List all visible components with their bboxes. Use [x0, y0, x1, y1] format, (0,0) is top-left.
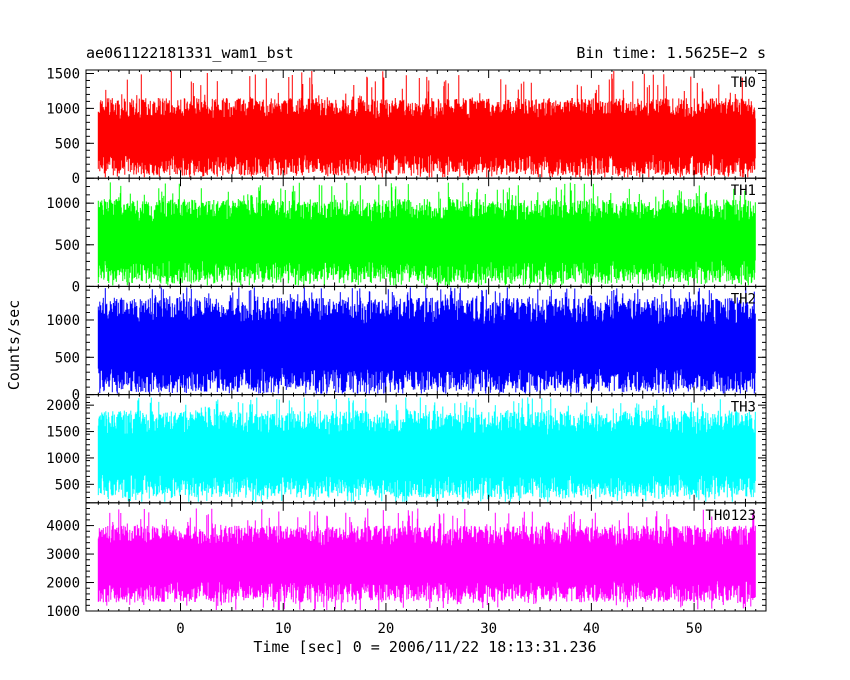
x-tick-label: 0: [176, 621, 184, 637]
y-tick-label: 500: [55, 350, 80, 366]
series-trace-th1: [97, 182, 756, 286]
x-tick-label: 10: [275, 621, 292, 637]
y-tick-label: 4000: [46, 519, 80, 535]
y-tick-label: 1000: [46, 604, 80, 620]
y-tick-label: 1500: [46, 425, 80, 441]
y-tick-label: 0: [72, 171, 80, 187]
series-trace-th0: [97, 71, 756, 178]
y-tick-label: 1000: [46, 196, 80, 212]
x-tick-label: 50: [686, 621, 703, 637]
series-trace-th3: [97, 397, 756, 502]
y-axis-label: Counts/sec: [5, 299, 23, 391]
series-trace-th2: [97, 287, 756, 394]
y-tick-label: 500: [55, 238, 80, 254]
y-tick-label: 1000: [46, 451, 80, 467]
panel-frame-th0123: [85, 502, 767, 612]
x-axis-label: Time [sec] 0 = 2006/11/22 18:13:31.236: [253, 638, 597, 656]
series-label-th2: TH2: [731, 291, 756, 307]
x-tick-label: 20: [378, 621, 395, 637]
y-tick-label: 1000: [46, 313, 80, 329]
chart-title: ae061122181331_wam1_bst: [86, 44, 294, 62]
y-tick-label: 1000: [46, 101, 80, 117]
y-tick-label: 3000: [46, 547, 80, 563]
y-tick-label: 500: [55, 136, 80, 152]
series-trace-th0123: [97, 508, 756, 610]
y-tick-label: 2000: [46, 576, 80, 592]
series-label-th1: TH1: [731, 183, 756, 199]
y-tick-label: 1500: [46, 66, 80, 82]
y-tick-label: 0: [72, 279, 80, 295]
y-tick-label: 2000: [46, 398, 80, 414]
x-tick-label: 40: [583, 621, 600, 637]
bin-time-label: Bin time: 1.5625E−2 s: [576, 44, 766, 62]
series-label-th0123: TH0123: [705, 508, 756, 524]
series-label-th3: TH3: [731, 400, 756, 416]
x-tick-label: 30: [480, 621, 497, 637]
y-tick-label: 500: [55, 477, 80, 493]
series-label-th0: TH0: [731, 75, 756, 91]
y-tick-label: 0: [72, 388, 80, 404]
